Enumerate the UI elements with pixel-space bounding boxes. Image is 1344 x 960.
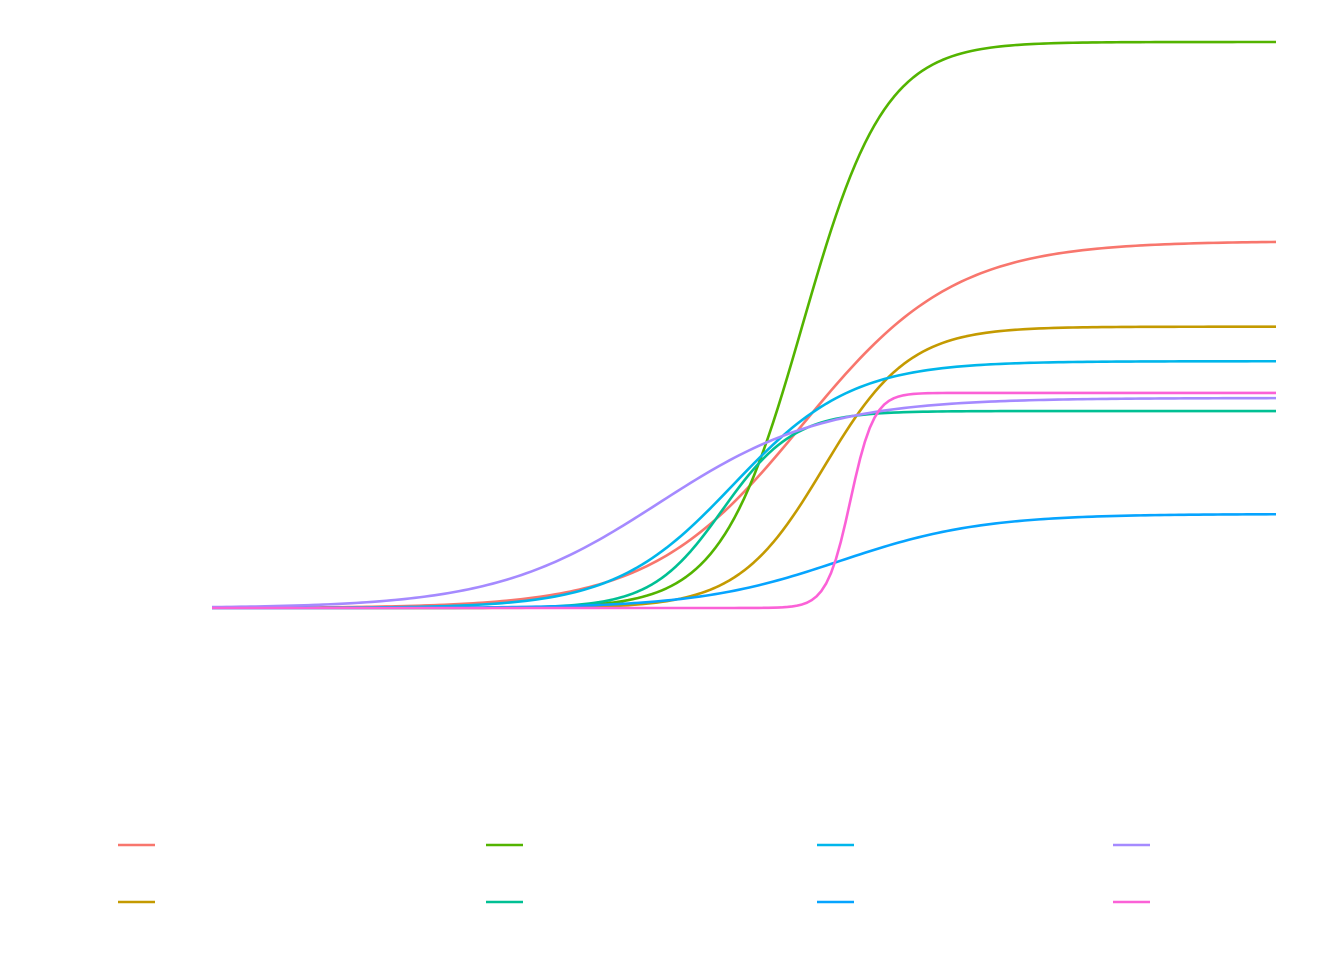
series-line-1 xyxy=(211,240,1277,610)
series-lines xyxy=(211,40,1277,610)
series-line-8 xyxy=(212,391,1276,610)
series-line-7 xyxy=(211,396,1276,609)
legend xyxy=(118,843,1150,904)
series-line-2 xyxy=(212,325,1277,610)
series-line-3 xyxy=(212,40,1276,610)
series-line-4 xyxy=(212,409,1276,610)
series-line-6 xyxy=(212,512,1277,610)
